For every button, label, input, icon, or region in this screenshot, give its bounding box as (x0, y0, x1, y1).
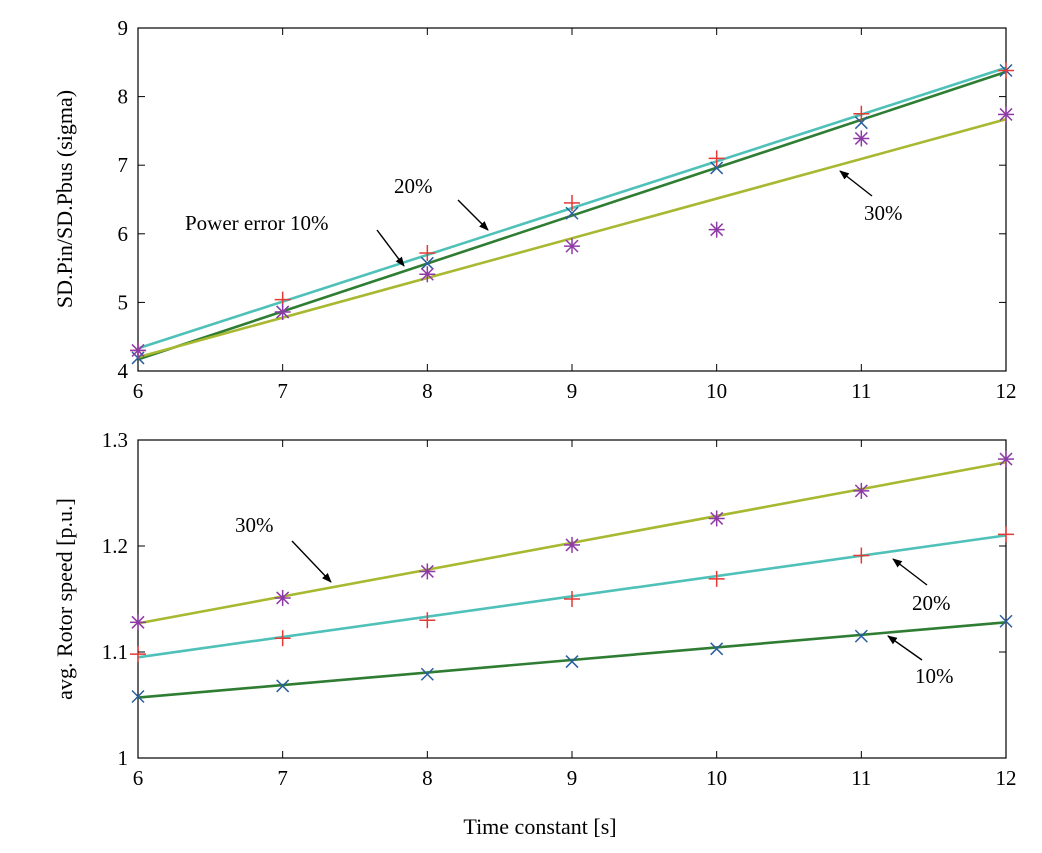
marker-cross (710, 161, 724, 175)
y-tick-label: 8 (118, 85, 129, 109)
x-tick-label: 8 (422, 379, 433, 403)
y-tick-label: 6 (118, 222, 129, 246)
y-tick-label: 1.3 (102, 428, 128, 452)
marker-star (564, 536, 580, 553)
marker-stroke (999, 614, 1013, 628)
x-tick-label: 7 (277, 766, 288, 790)
marker-cross (131, 689, 145, 704)
marker-stroke (854, 116, 868, 130)
marker-star (419, 266, 436, 283)
marker-stroke (565, 655, 579, 669)
x-tick-label: 8 (422, 766, 433, 790)
marker-plus (853, 105, 870, 122)
marker-cross (565, 655, 579, 669)
x-tick-label: 9 (567, 379, 578, 403)
marker-stroke (276, 679, 290, 693)
marker-cross (854, 116, 868, 130)
top-annotation-power-error-10: Power error 10% (185, 211, 328, 235)
y-tick-label: 9 (118, 16, 129, 40)
marker-plus (274, 630, 291, 647)
marker-star (708, 510, 725, 527)
top-annotation-arrow-30 (839, 170, 873, 197)
x-tick-label: 10 (706, 766, 727, 790)
bottom-annotation-arrow-20 (892, 558, 928, 586)
marker-plus (419, 612, 436, 629)
marker-star (708, 221, 725, 238)
top-annotation-20: 20% (394, 174, 433, 198)
marker-stroke (565, 206, 579, 220)
x-tick-label: 9 (567, 766, 578, 790)
bottom-annotation-arrow-30 (291, 540, 332, 583)
top-y-axis-title: SD.Pin/SD.Pbus (sigma) (52, 90, 77, 308)
marker-plus (708, 570, 725, 587)
bottom-annotation-30: 30% (235, 513, 274, 537)
marker-stroke (854, 629, 868, 643)
y-tick-label: 7 (118, 153, 129, 177)
bottom-annotation-10: 10% (915, 664, 954, 688)
marker-stroke (710, 161, 724, 175)
marker-stroke (710, 642, 724, 656)
marker-star (853, 130, 870, 147)
marker-cross (999, 614, 1013, 628)
bottom-markers (130, 451, 1014, 704)
marker-plus (853, 547, 870, 564)
fit-line (137, 621, 1007, 699)
x-tick-label: 11 (851, 379, 871, 403)
bottom-ticks: 6 7 8 9 10 11 12 1 1.1 1.2 1.3 (102, 428, 1017, 790)
x-tick-label: 12 (996, 379, 1017, 403)
marker-cross (276, 679, 290, 693)
marker-star (564, 238, 580, 255)
y-tick-label: 1 (118, 746, 129, 770)
marker-star (130, 342, 146, 359)
x-tick-label: 7 (277, 379, 288, 403)
marker-plus (998, 62, 1014, 79)
x-tick-label: 6 (133, 766, 144, 790)
marker-star (274, 304, 291, 321)
marker-plus (708, 150, 725, 167)
top-ticks: 6 7 8 9 10 11 12 4 5 6 7 8 9 (118, 16, 1017, 403)
marker-plus (998, 526, 1014, 543)
x-tick-label: 11 (851, 766, 871, 790)
marker-cross (854, 629, 868, 643)
marker-plus (130, 646, 146, 663)
marker-cross (420, 256, 434, 270)
bottom-y-axis-title: avg. Rotor speed [p.u.] (52, 498, 77, 700)
bottom-annotation-20: 20% (912, 591, 951, 615)
y-tick-label: 1.1 (102, 640, 128, 664)
bottom-annotation-arrow-10 (887, 635, 923, 661)
marker-star (274, 589, 291, 606)
top-annotation-arrow-10 (376, 229, 405, 267)
marker-cross (710, 642, 724, 656)
x-tick-label: 12 (996, 766, 1017, 790)
marker-stroke (420, 667, 434, 681)
top-annotation-30: 30% (864, 201, 903, 225)
x-tick-label: 6 (133, 379, 144, 403)
top-markers (130, 62, 1014, 365)
marker-cross (420, 667, 434, 681)
x-tick-label: 10 (706, 379, 727, 403)
marker-star (998, 106, 1014, 123)
marker-star (998, 451, 1014, 468)
y-tick-label: 1.2 (102, 534, 128, 558)
y-tick-label: 4 (118, 359, 129, 383)
marker-stroke (420, 256, 434, 270)
marker-cross (565, 206, 579, 220)
marker-star (419, 563, 436, 580)
marker-plus (564, 591, 580, 607)
x-axis-title: Time constant [s] (463, 814, 616, 839)
top-annotation-arrow-20 (457, 199, 489, 231)
marker-star (853, 482, 870, 499)
marker-plus (419, 245, 436, 262)
marker-stroke (131, 689, 145, 704)
bottom-panel: 6 7 8 9 10 11 12 1 1.1 1.2 1.3 avg. Rotor speed [p… (52, 428, 1017, 839)
marker-star (130, 614, 146, 631)
marker-plus (564, 194, 580, 211)
y-tick-label: 5 (118, 290, 129, 314)
